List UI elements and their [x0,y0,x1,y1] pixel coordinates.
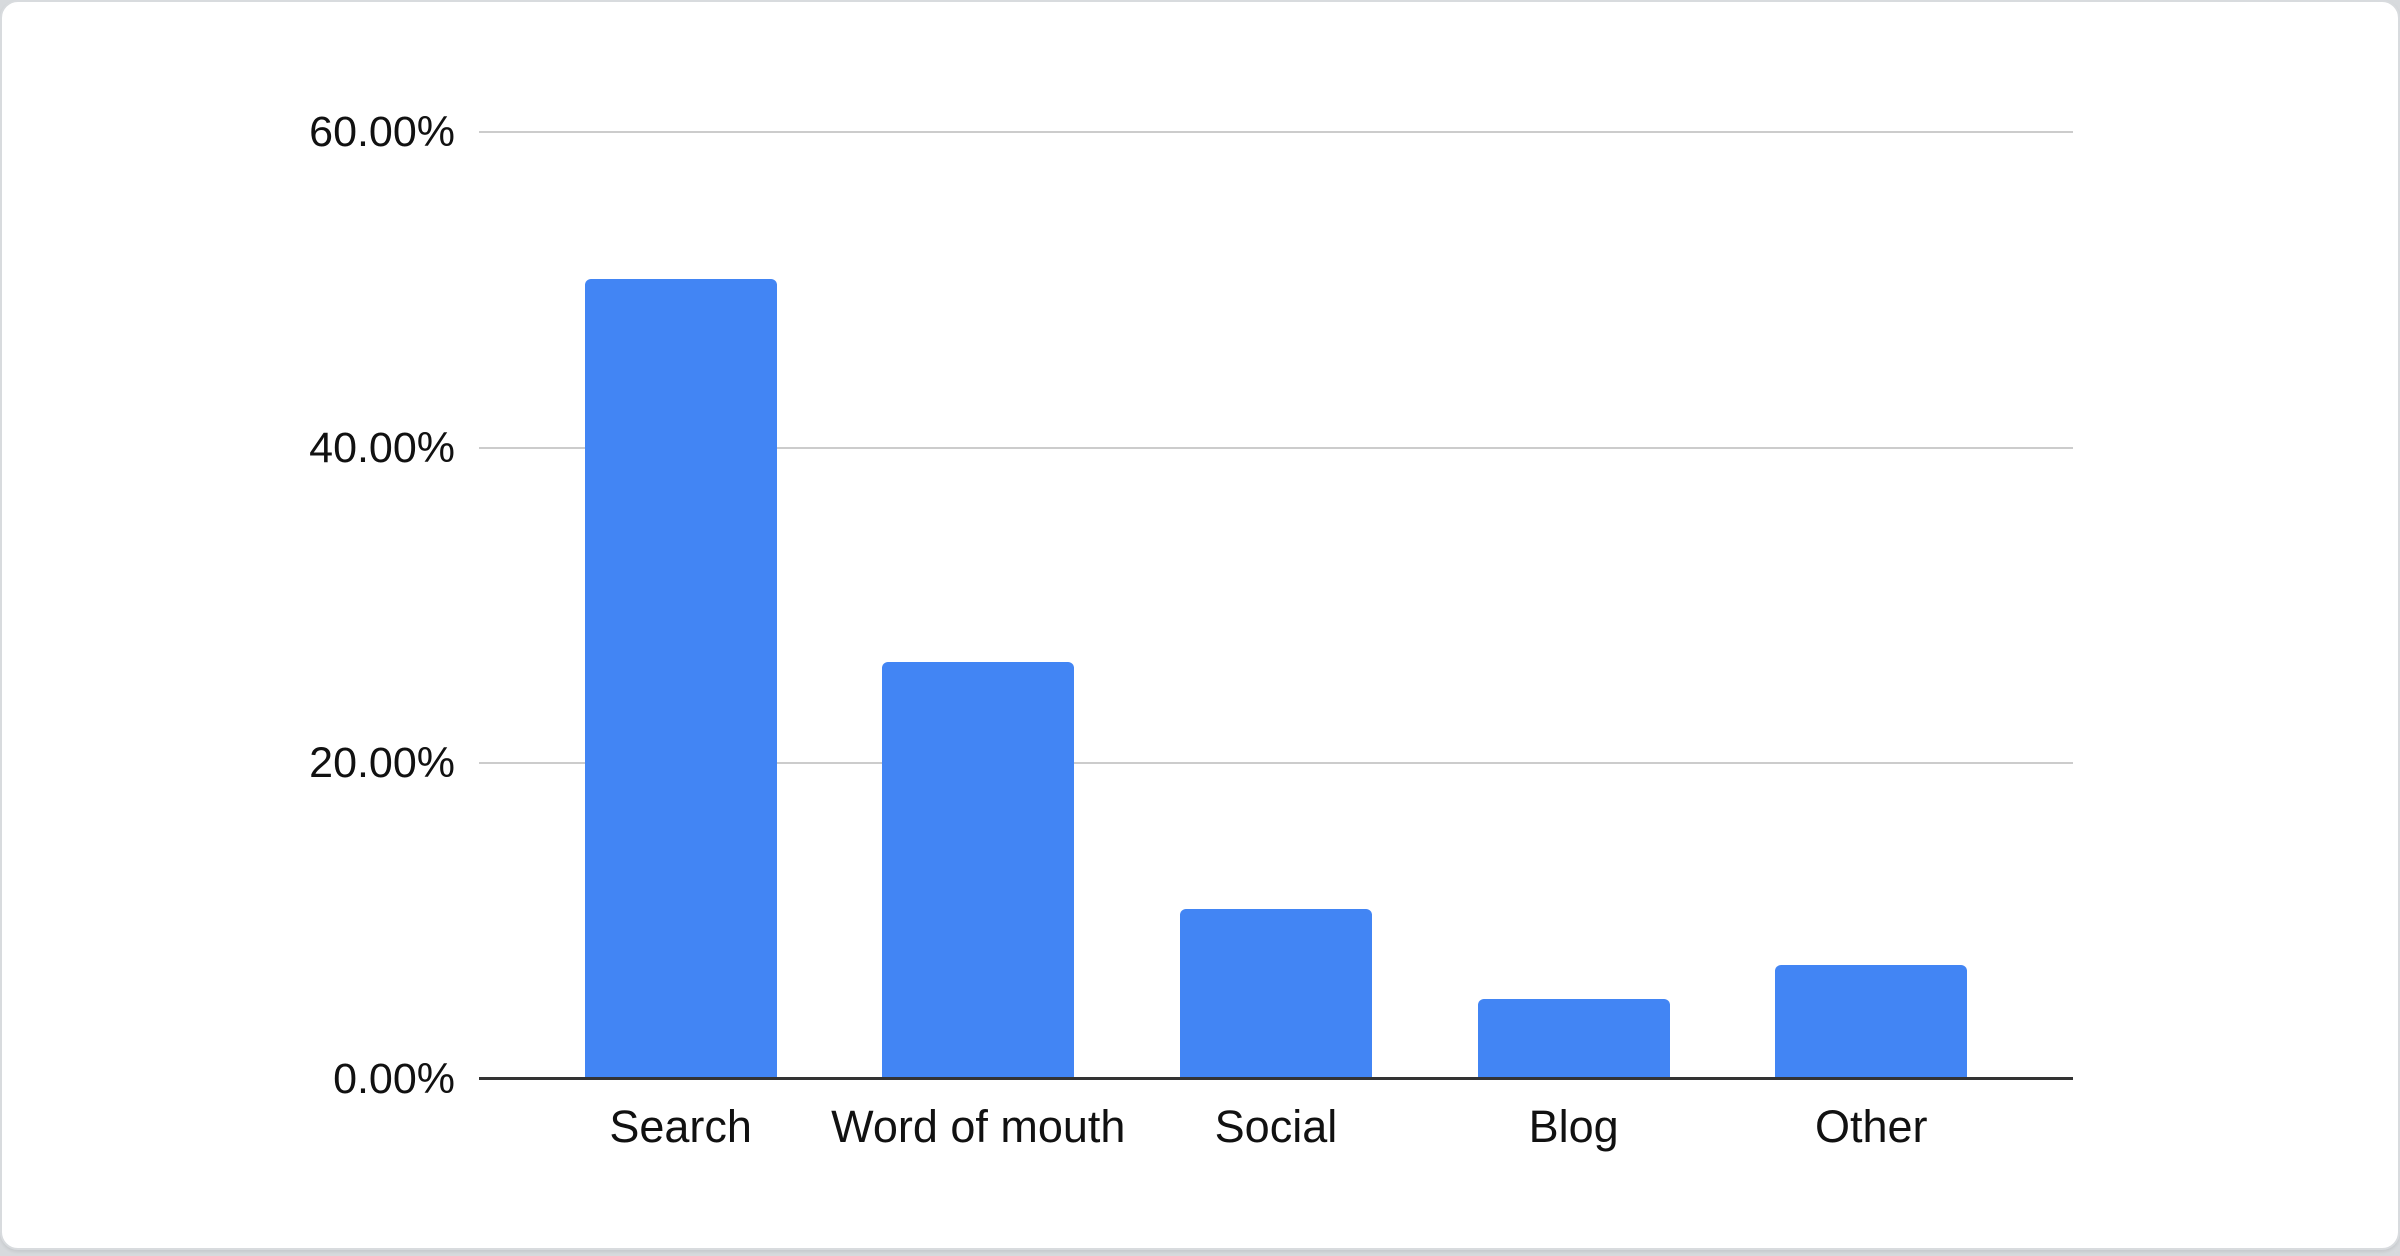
gridline-20 [479,762,2073,765]
x-tick-label-word-of-mouth: Word of mouth [831,1101,1126,1152]
y-axis: 60.00% 40.00% 20.00% 0.00% [2,108,455,1103]
gridline-40 [479,446,2073,449]
bar-social [1179,908,1372,1079]
y-tick-label-40: 40.00% [309,423,455,472]
bar-other [1775,965,1968,1079]
x-label-slot: Other [1775,1100,1967,1160]
x-label-slot: Word of mouth [831,1100,1125,1160]
y-tick-label-60: 60.00% [309,108,455,156]
bar-word-of-mouth [882,662,1075,1079]
gridline-60 [479,131,2073,133]
x-label-slot: Social [1180,1100,1372,1160]
bar-series [479,132,2073,1079]
x-tick-label-other: Other [1815,1101,1928,1152]
x-axis: Search Word of mouth Social Blog Other [479,1100,2073,1160]
x-label-slot: Search [585,1100,777,1160]
x-tick-label-blog: Blog [1528,1101,1619,1152]
y-tick-label-20: 20.00% [309,739,455,788]
plot-area [479,131,2073,1080]
x-tick-label-social: Social [1214,1101,1338,1152]
x-axis-line [479,1077,2073,1080]
x-label-slot: Blog [1478,1100,1670,1160]
bar-search [584,278,777,1079]
x-tick-label-search: Search [609,1101,752,1152]
bar-blog [1477,998,1670,1079]
y-tick-label-0: 0.00% [333,1055,455,1103]
